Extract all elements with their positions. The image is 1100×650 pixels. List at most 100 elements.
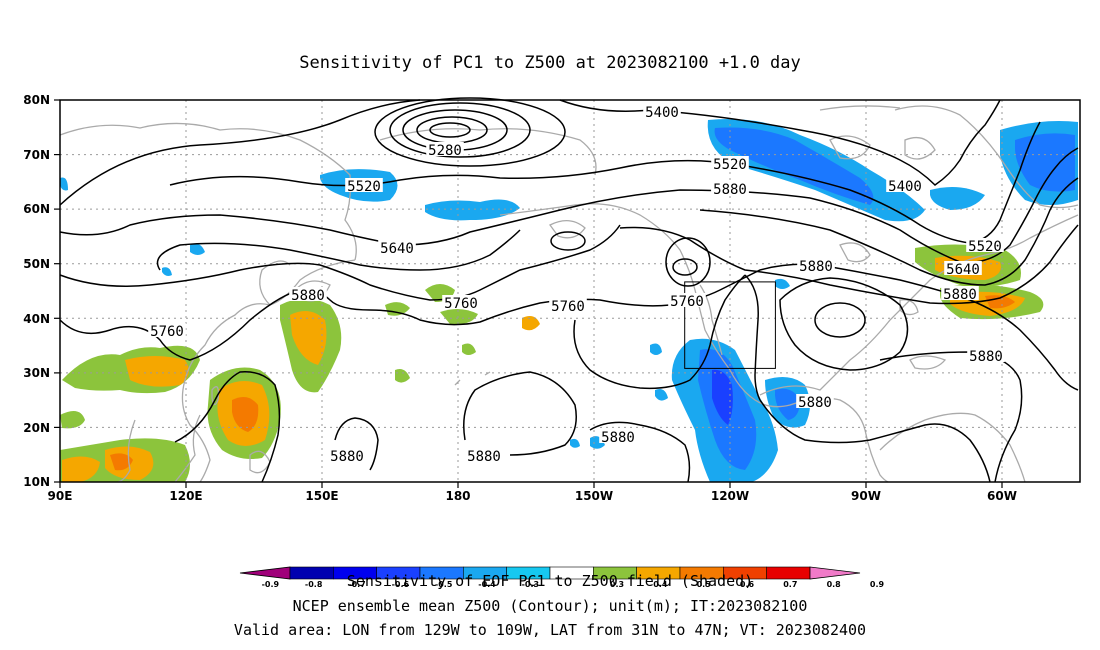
coastline [909,355,947,370]
contour-line [619,224,1079,305]
caption-line-1: Sensitivity of EOF PC1 to Z500 field (Sh… [347,572,753,590]
contour-label: 5880 [711,181,749,198]
contour-label-text: 5760 [551,299,585,315]
shade-negative-region [650,343,662,355]
contour-label-text: 5640 [380,241,414,257]
contour-label: 5520 [345,178,383,195]
axis-ticks [54,99,1003,488]
contour-label: 5520 [966,238,1004,255]
plot-frame [59,99,1081,483]
contour-label-text: 5880 [601,430,635,446]
colorbar-tick-label: -0.8 [305,580,323,589]
coastline [904,136,936,160]
contour-label: 5880 [328,448,366,465]
coastline [839,242,871,263]
contour-line [573,274,746,390]
contour-line [699,177,1079,286]
z500-contours [59,97,1079,483]
contour-line [389,102,531,158]
coastline [499,203,889,483]
contour-label: 5760 [549,298,587,315]
contour-label-text: 5880 [943,287,977,303]
shade-negative-region [775,388,800,420]
shade-positive-region [110,453,133,471]
contour-label-text: 5520 [713,157,747,173]
shade-positive-region [985,295,1015,309]
shade-negative-region [425,199,520,221]
contour-label: 5880 [289,287,327,304]
contour-line [174,371,281,483]
contour-label-text: 5880 [330,449,364,465]
map-title: Sensitivity of PC1 to Z500 at 2023082100… [299,53,801,73]
colorbar-tick-label: -0.6 [392,580,410,589]
contour-line [59,99,421,206]
shade-positive-region [290,311,327,365]
valid-area-box [684,281,776,369]
lon-label: 60W [987,489,1017,503]
shade-negative-region [190,243,205,255]
contour-label-text: 5520 [347,179,381,195]
coastline [379,128,597,176]
colorbar-arrow-high [809,566,861,580]
contour-line [589,421,691,483]
lat-label: 60N [23,202,50,216]
colorbar-segment [766,566,811,580]
colorbar-tick-label: -0.5 [435,580,453,589]
contour-label: 5640 [944,261,982,278]
colorbar-tick-label: -0.7 [348,580,366,589]
longitude-labels: 90E 120E 150E 180 150W 120W 90W 60W [48,489,1017,503]
contour-label: 5760 [668,293,706,310]
colorbar-tick-label: 0.4 [653,580,668,589]
contour-line [463,371,577,456]
lon-label: 120W [711,489,749,503]
contour-label-text: 5280 [428,143,462,159]
contour-label: 5520 [711,156,749,173]
shade-positive-region [522,316,540,331]
contour-label-text: 5880 [798,395,832,411]
colorbar-tick-label: -0.3 [522,580,540,589]
contour-line [879,351,1023,483]
coastline [211,386,220,406]
colorbar-tick-label: -0.9 [262,580,280,589]
caption-line-2: NCEP ensemble mean Z500 (Contour); unit(… [293,597,808,615]
contour-label: 5880 [797,258,835,275]
lon-label: 90W [851,489,881,503]
contour-line [779,277,909,371]
contour-label-text: 5520 [968,239,1002,255]
contour-label-text: 5760 [444,296,478,312]
contour-line [672,258,698,276]
colorbar-tick-label: 0.6 [740,580,755,589]
shade-negative-region [60,177,68,191]
colorbar-tick-label: 0.8 [827,580,842,589]
contour-label: 5880 [941,286,979,303]
contour-line [59,147,1079,264]
shade-positive-region [395,369,410,383]
contour-line [59,224,621,301]
colorbar-segment [289,566,334,580]
shade-negative-region [162,267,172,276]
shade-negative-region [775,278,790,289]
caption-line-3: Valid area: LON from 129W to 109W, LAT f… [234,621,866,639]
lat-label: 50N [23,257,50,271]
contour-label-text: 5400 [645,105,679,121]
contour-label: 5880 [967,348,1005,365]
coastline [829,135,871,160]
colorbar-tick-label: 0.9 [870,580,885,589]
contour-line [814,302,866,338]
contour-line [759,399,991,483]
contour-label: 5880 [599,429,637,446]
shade-negative-region [1015,133,1075,192]
shade-positive-region [60,411,85,429]
colorbar-tick-label: 0.5 [697,580,712,589]
colorbar-arrow-low [239,566,291,580]
shade-positive-region [62,456,100,482]
lon-label: 120E [169,489,202,503]
shade-positive-region [462,343,476,355]
contour-label: 5280 [426,142,464,159]
contour-label-text: 5880 [969,349,1003,365]
lon-label: 90E [48,489,73,503]
colorbar-tick-label: -0.4 [478,580,496,589]
colorbar-tick-label: 0.7 [783,580,797,589]
shade-positive-region [385,302,410,316]
caption: Sensitivity of EOF PC1 to Z500 field (Sh… [234,572,866,639]
